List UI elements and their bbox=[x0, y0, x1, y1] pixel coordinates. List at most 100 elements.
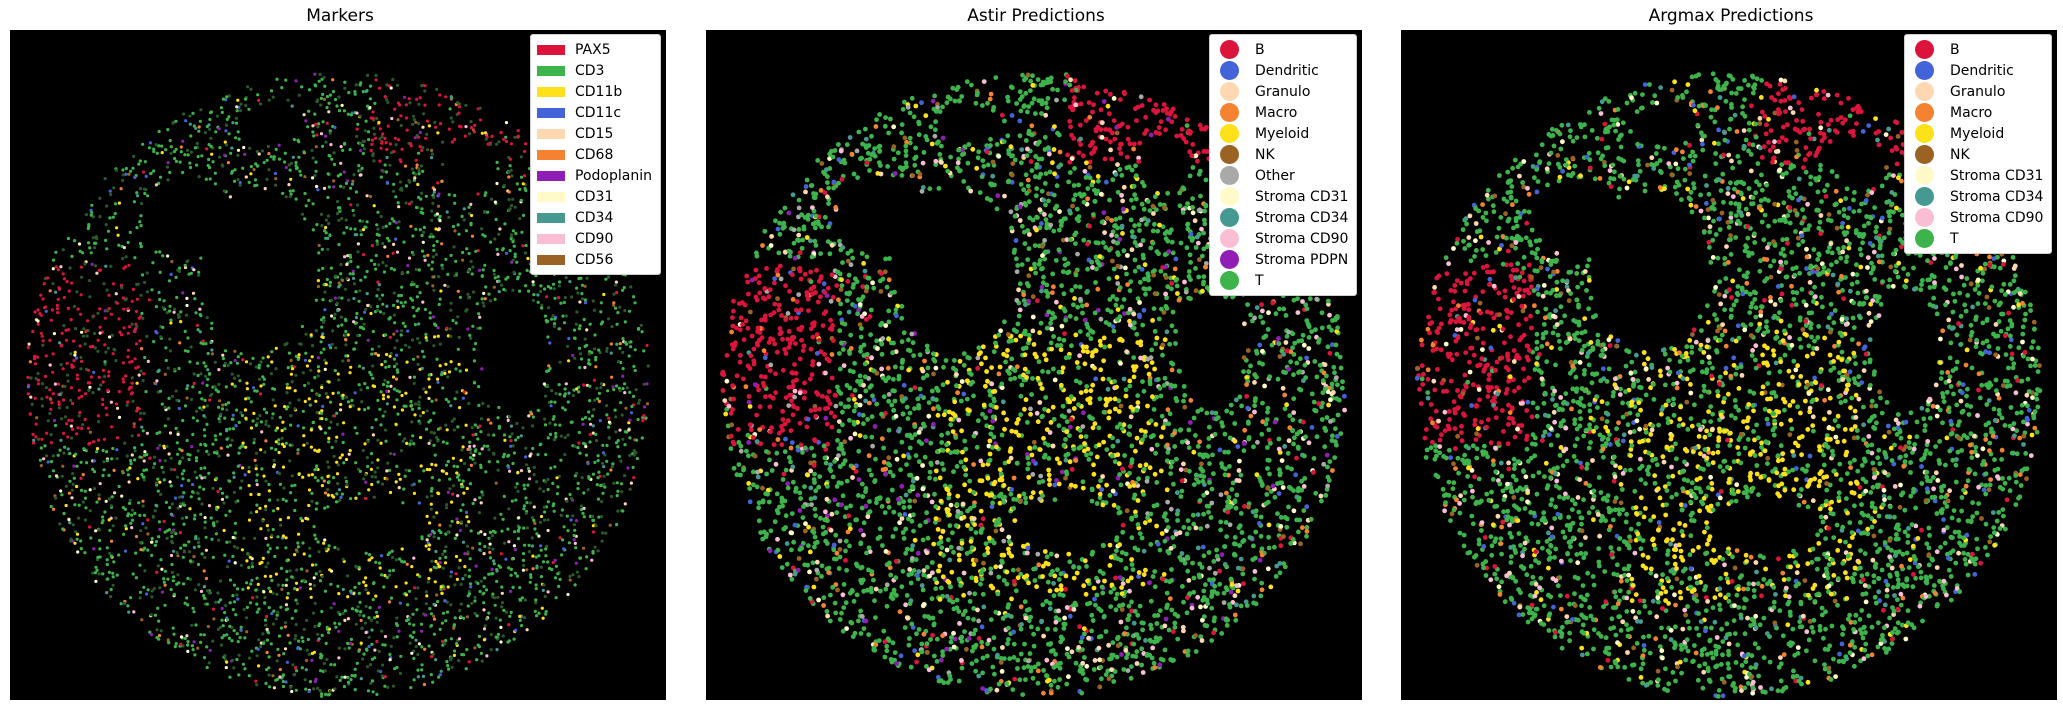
cell-dot bbox=[336, 610, 340, 614]
cell-dot bbox=[140, 347, 144, 351]
cell-dot bbox=[363, 382, 367, 386]
cell-dot bbox=[379, 554, 384, 558]
cell-dot bbox=[44, 386, 49, 390]
cell-dot bbox=[203, 131, 207, 135]
cell-dot bbox=[241, 358, 245, 362]
cell-dot bbox=[921, 150, 927, 155]
cell-dot bbox=[404, 201, 408, 205]
cell-dot bbox=[66, 373, 70, 377]
cell-dot bbox=[437, 492, 441, 496]
cell-dot bbox=[365, 647, 369, 651]
cell-dot bbox=[504, 135, 508, 139]
cell-dot bbox=[245, 559, 249, 563]
cell-dot bbox=[77, 242, 82, 246]
cell-dot bbox=[322, 347, 326, 351]
cell-dot bbox=[141, 504, 145, 508]
cell-dot bbox=[248, 362, 252, 366]
cell-dot bbox=[348, 253, 352, 257]
cell-dot bbox=[457, 473, 461, 477]
cell-dot bbox=[552, 502, 556, 506]
cell-dot bbox=[180, 472, 184, 476]
cell-dot bbox=[404, 391, 408, 395]
cell-dot bbox=[405, 441, 409, 445]
cell-dot bbox=[356, 605, 360, 609]
cell-dot bbox=[395, 362, 399, 366]
cell-dot bbox=[175, 441, 179, 445]
cell-dot bbox=[556, 572, 560, 576]
cell-dot bbox=[573, 583, 577, 587]
cell-dot bbox=[315, 133, 319, 137]
cell-dot bbox=[311, 228, 315, 232]
cell-dot bbox=[180, 516, 184, 520]
cell-dot bbox=[553, 296, 557, 300]
cell-dot bbox=[161, 325, 165, 329]
cell-dot bbox=[417, 400, 421, 404]
cell-dot bbox=[420, 249, 425, 253]
cell-dot bbox=[416, 362, 420, 366]
cell-dot bbox=[294, 197, 298, 201]
cell-dot bbox=[274, 447, 278, 452]
cell-dot bbox=[172, 530, 176, 534]
cell-dot bbox=[417, 102, 421, 106]
cell-dot bbox=[281, 534, 285, 538]
cell-dot bbox=[70, 363, 74, 367]
cell-dot bbox=[472, 290, 476, 294]
cell-dot bbox=[174, 147, 178, 151]
cell-dot bbox=[267, 482, 271, 487]
cell-dot bbox=[539, 548, 543, 552]
cell-dot bbox=[493, 603, 497, 607]
cell-dot bbox=[228, 624, 232, 629]
cell-dot bbox=[399, 449, 403, 453]
cell-dot bbox=[72, 359, 76, 363]
cell-dot bbox=[276, 647, 280, 651]
cell-dot bbox=[369, 373, 373, 377]
cell-dot bbox=[315, 501, 319, 505]
cell-dot bbox=[323, 358, 327, 362]
cell-dot bbox=[374, 78, 378, 82]
cell-dot bbox=[271, 674, 275, 678]
cell-dot bbox=[74, 452, 78, 456]
cell-dot bbox=[414, 227, 418, 231]
cell-dot bbox=[984, 423, 990, 429]
cell-dot bbox=[576, 446, 580, 450]
cell-dot bbox=[157, 181, 161, 185]
cell-dot bbox=[385, 389, 389, 393]
cell-dot bbox=[1174, 456, 1179, 462]
cell-dot bbox=[368, 606, 372, 610]
cell-dot bbox=[515, 574, 519, 578]
cell-dot bbox=[72, 476, 76, 480]
cell-dot bbox=[133, 256, 137, 260]
cell-dot bbox=[612, 292, 616, 296]
cell-dot bbox=[160, 151, 164, 155]
cell-dot bbox=[341, 359, 345, 363]
cell-dot bbox=[448, 477, 452, 481]
cell-dot bbox=[412, 491, 416, 495]
cell-dot bbox=[394, 377, 399, 381]
cell-dot bbox=[54, 474, 59, 478]
legend-swatch bbox=[537, 107, 565, 118]
cell-dot bbox=[461, 479, 465, 483]
cell-dot bbox=[370, 244, 374, 248]
cell-dot bbox=[354, 190, 358, 194]
cell-dot bbox=[112, 468, 116, 472]
cell-dot bbox=[585, 343, 589, 347]
cell-dot bbox=[55, 303, 60, 307]
cell-dot bbox=[267, 168, 271, 172]
cell-dot bbox=[515, 482, 519, 486]
cell-dot bbox=[186, 649, 190, 654]
cell-dot bbox=[410, 407, 415, 411]
cell-dot bbox=[508, 469, 512, 473]
cell-dot bbox=[991, 635, 997, 641]
cell-dot bbox=[466, 447, 470, 451]
cell-dot bbox=[163, 459, 167, 463]
cell-dot bbox=[435, 357, 439, 361]
cell-dot bbox=[168, 139, 172, 143]
cell-dot bbox=[141, 499, 145, 503]
cell-dot bbox=[128, 230, 132, 234]
cell-dot bbox=[385, 236, 390, 240]
cell-dot bbox=[524, 496, 528, 500]
cell-dot bbox=[483, 576, 487, 580]
cell-dot bbox=[336, 482, 340, 486]
cell-dot bbox=[438, 523, 442, 527]
cell-dot bbox=[379, 175, 383, 179]
